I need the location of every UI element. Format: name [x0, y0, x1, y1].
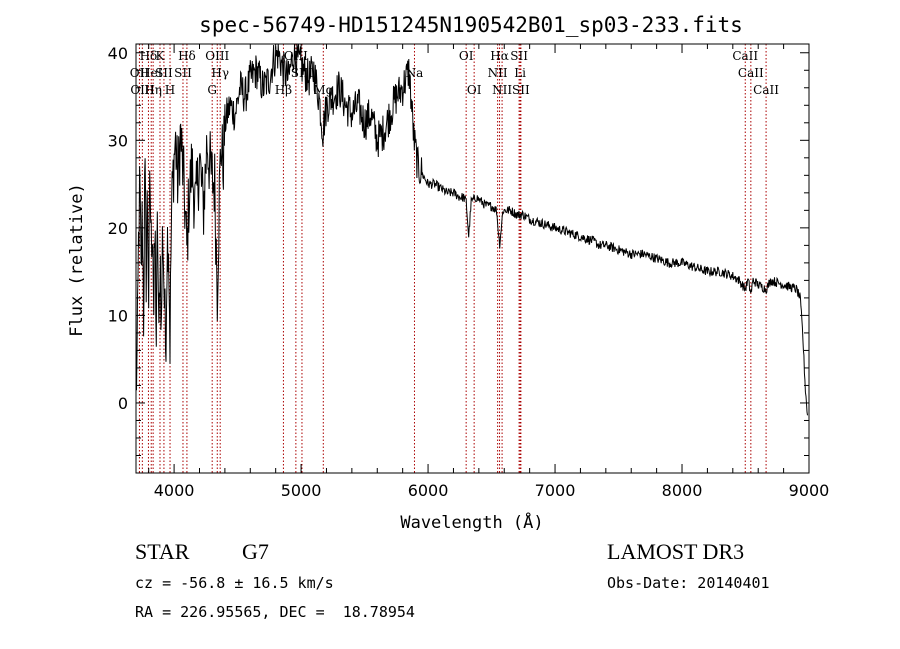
x-tick-label: 7000	[535, 481, 576, 500]
line-label: OI	[467, 83, 482, 97]
line-label: Hβ	[275, 83, 292, 97]
x-tick-label: 8000	[662, 481, 703, 500]
line-label: HeI	[140, 66, 163, 80]
y-tick-label: 20	[108, 219, 128, 238]
x-tick-label: 6000	[408, 481, 449, 500]
x-tick-label: 4000	[154, 481, 195, 500]
line-label: Hα	[490, 49, 509, 63]
spectral-line-labels: OIIOIIIHδHeIHηKSIIHHδSIIGOIIIHγHβOIIISII…	[130, 49, 779, 97]
line-label: K	[156, 49, 166, 63]
y-axis-label: Flux (relative)	[67, 183, 87, 337]
line-label: NII	[488, 66, 508, 80]
chart-title: spec-56749-HD151245N190542B01_sp03-233.f…	[199, 13, 743, 37]
line-label: SII	[155, 66, 173, 80]
line-label: OII	[130, 66, 150, 80]
line-label: SII	[512, 83, 530, 97]
object-subclass: G7	[242, 539, 269, 564]
x-tick-label: 5000	[281, 481, 322, 500]
line-label: Hγ	[211, 66, 229, 80]
redshift-text: cz = -56.8 ± 16.5 km/s	[135, 574, 334, 592]
line-label: G	[207, 83, 217, 97]
survey-name: LAMOST DR3	[607, 539, 745, 564]
y-tick-label: 10	[108, 306, 128, 325]
line-label: SII	[174, 66, 192, 80]
x-axis-ticks: 4000 5000 6000 7000 8000 9000	[148, 44, 830, 500]
x-tick-label: 9000	[789, 481, 830, 500]
x-axis-label: Wavelength (Å)	[400, 511, 543, 533]
line-label: Hη	[144, 83, 162, 97]
line-label: OI	[459, 49, 474, 63]
line-label: H	[165, 83, 175, 97]
line-label: SII	[510, 49, 528, 63]
y-tick-label: 0	[118, 394, 128, 413]
object-class: STAR	[135, 539, 190, 564]
line-label: OIII	[205, 49, 229, 63]
y-tick-label: 40	[108, 44, 128, 63]
spectrum-line	[135, 43, 808, 416]
line-label: Hδ	[178, 49, 196, 63]
plot-frame	[135, 43, 810, 474]
obs-date: Obs-Date: 20140401	[607, 574, 770, 592]
line-label: CaII	[732, 49, 758, 63]
line-label: CaII	[738, 66, 764, 80]
line-label: Li	[514, 66, 526, 80]
y-tick-label: 30	[108, 131, 128, 150]
line-label: CaII	[753, 83, 779, 97]
coordinates: RA = 226.95565, DEC = 18.78954	[135, 603, 415, 621]
line-label: NII	[492, 83, 512, 97]
y-axis-ticks: 0 10 20 30 40	[108, 44, 809, 474]
spectral-line-markers	[138, 44, 767, 473]
